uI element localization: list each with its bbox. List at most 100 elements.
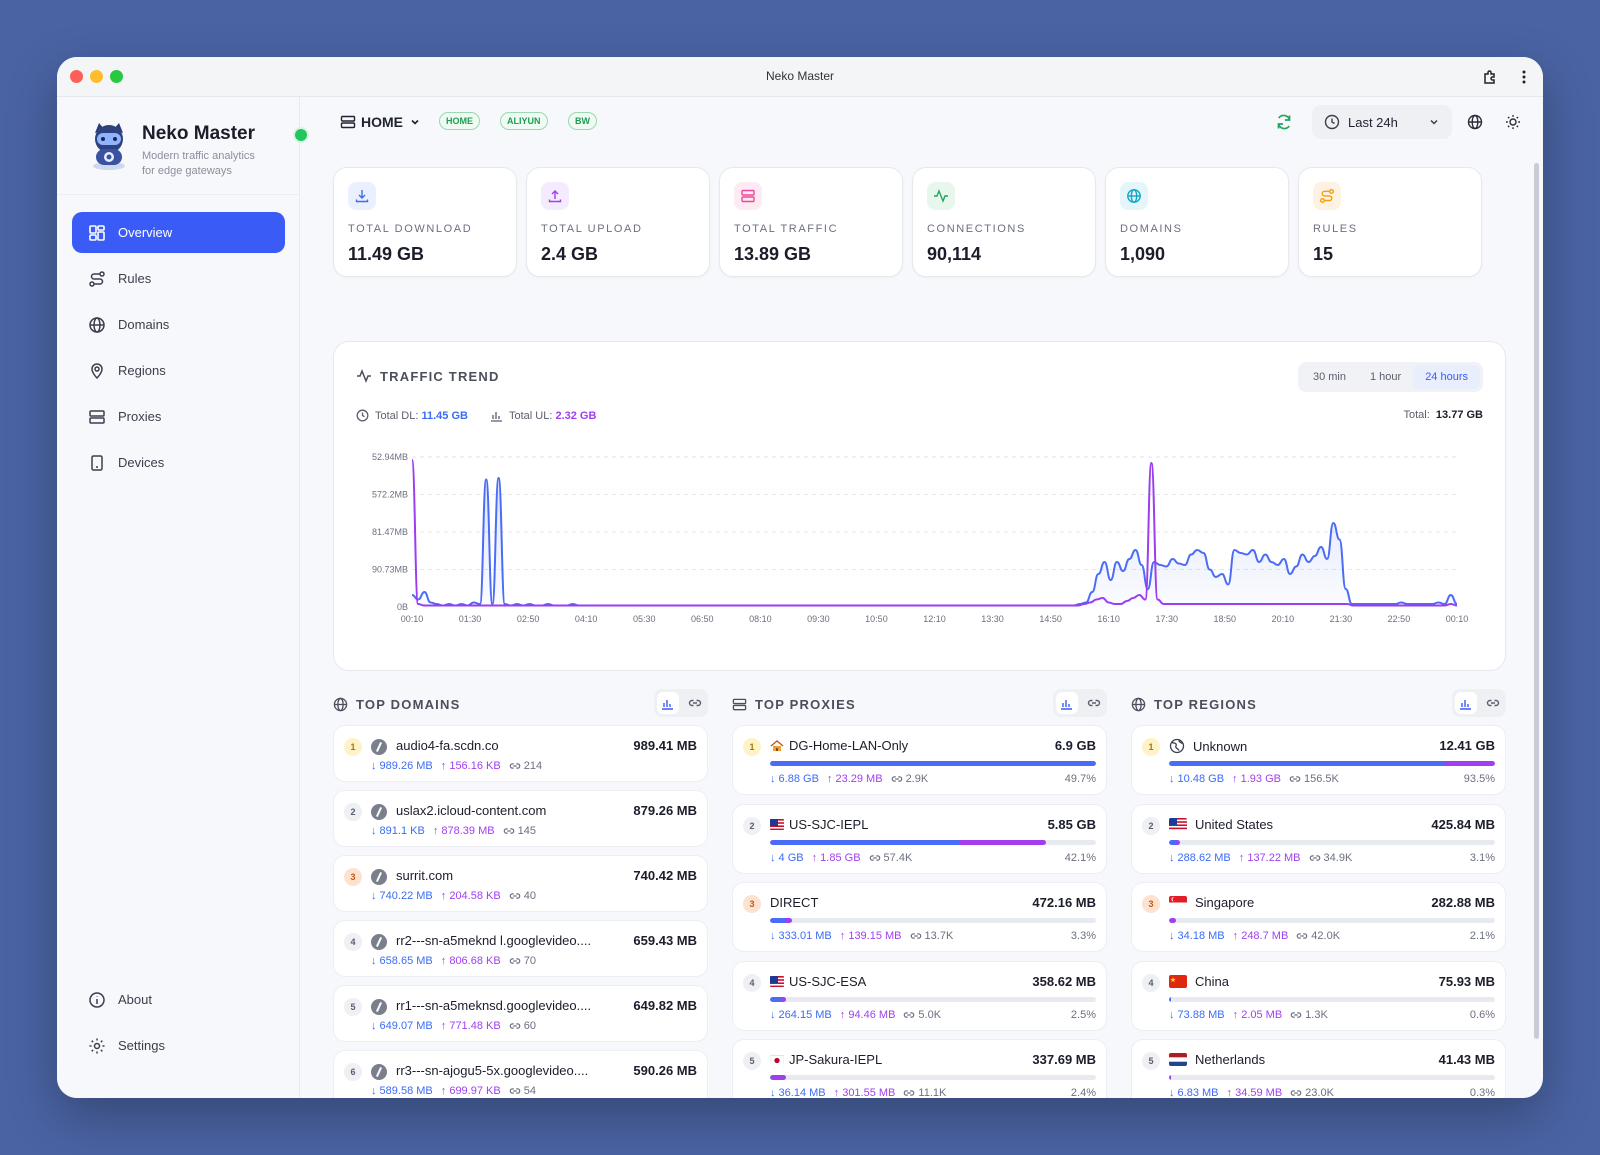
proxy-name-wrap: DG-Home-LAN-Only (770, 738, 995, 753)
range-24hours-button[interactable]: 24 hours (1413, 365, 1480, 389)
total-label: Total: (1403, 409, 1430, 421)
traffic-percent: 3.3% (1070, 930, 1096, 942)
domain-row[interactable]: 3 surrit.com 740.42 MB ↓ 740.22 MB ↑ 204.58 … (333, 855, 708, 912)
close-window-button[interactable] (70, 70, 83, 83)
top-regions-header: TOP REGIONS (1131, 689, 1506, 719)
x-tick-label: 17:30 (1155, 614, 1178, 624)
rank-badge: 4 (1142, 973, 1160, 992)
range-1hour-button[interactable]: 1 hour (1369, 371, 1402, 383)
proxy-name-wrap: US-SJC-ESA (770, 974, 995, 989)
connection-count-value: 70 (523, 955, 536, 967)
link-icon[interactable] (684, 692, 706, 714)
bar-chart-icon[interactable] (1055, 692, 1078, 714)
gateway-chip-aliyun[interactable]: ALIYUN (500, 112, 548, 130)
sidebar-item-overview[interactable]: Overview (72, 212, 285, 253)
proxy-row[interactable]: 3 DIRECT 472.16 MB ↓ 333.01 MB ↑ 139.15 MB 13… (732, 882, 1107, 952)
domain-row[interactable]: 1 audio4-fa.scdn.co 989.41 MB ↓ 989.26 MB ↑ … (333, 725, 708, 782)
domain-row[interactable]: 5 rr1---sn-a5meknsd.googlevideo.... 649.82… (333, 985, 708, 1042)
proxy-traffic: 6.9 GB (1054, 738, 1096, 753)
connection-count: 40 (509, 890, 536, 902)
minimize-window-button[interactable] (90, 70, 103, 83)
domain-traffic: 590.26 MB (633, 1063, 697, 1078)
row-meta: ↓ 288.62 MB ↑ 137.22 MB 34.9K (1169, 852, 1352, 864)
stat-label: CONNECTIONS (927, 223, 1026, 235)
sidebar-item-devices[interactable]: Devices (72, 442, 285, 483)
sidebar-item-regions[interactable]: Regions (72, 350, 285, 391)
rank-badge: 4 (344, 933, 362, 951)
sidebar-item-label: Overview (118, 225, 173, 240)
stat-label: RULES (1313, 223, 1358, 235)
domain-row[interactable]: 6 rr3---sn-ajogu5-5x.googlevideo.... 590.2… (333, 1050, 708, 1098)
upload-amount: ↑ 771.48 KB (440, 1020, 501, 1032)
sidebar-item-proxies[interactable]: Proxies (72, 396, 285, 437)
region-row[interactable]: 1 Unknown 12.41 GB ↓ 10.48 GB ↑ 1.93 GB 156.5… (1131, 725, 1506, 795)
sidebar-item-settings[interactable]: Settings (72, 1025, 285, 1066)
trend-range-segment: 30 min 1 hour 24 hours (1297, 362, 1483, 392)
bar-chart-icon[interactable] (1454, 692, 1477, 714)
range-30min-button[interactable]: 30 min (1312, 371, 1346, 383)
x-tick-label: 09:30 (807, 614, 830, 624)
region-row[interactable]: 4 China 75.93 MB ↓ 73.88 MB ↑ 2.05 MB 1.3K 0.6… (1131, 960, 1506, 1031)
extension-icon[interactable] (1479, 66, 1501, 88)
gateway-selector[interactable]: HOME (340, 111, 421, 133)
download-amount: ↓ 10.48 GB (1169, 773, 1225, 785)
refresh-icon[interactable] (1274, 112, 1294, 132)
traffic-trend-chart: 52.94MB 572.2MB 81.47MB 90.73MB 0B 00:10 01:30… (372, 452, 1469, 624)
domain-name: uslax2.icloud-content.com (396, 803, 547, 818)
domain-row[interactable]: 2 uslax2.icloud-content.com 879.26 MB ↓ 891… (333, 790, 708, 847)
netherlands-flag-icon (1169, 1053, 1187, 1066)
rank-badge: 6 (344, 1063, 362, 1081)
traffic-percent: 2.1% (1469, 930, 1495, 942)
proxy-row[interactable]: 2 US-SJC-IEPL 5.85 GB ↓ 4 GB ↑ 1.85 GB 57.4K 4… (732, 803, 1107, 874)
sidebar-item-about[interactable]: About (72, 979, 285, 1020)
proxy-row[interactable]: 5 JP-Sakura-IEPL 337.69 MB ↓ 36.14 MB ↑ 301.… (732, 1039, 1107, 1098)
proxy-name-wrap: JP-Sakura-IEPL (770, 1052, 995, 1067)
connection-count-value: 40 (523, 890, 536, 902)
zoom-window-button[interactable] (110, 70, 123, 83)
rank-badge: 2 (743, 816, 761, 835)
x-tick-label: 00:10 (1446, 614, 1469, 624)
proxy-name: DG-Home-LAN-Only (789, 738, 909, 753)
stat-label: TOTAL DOWNLOAD (348, 223, 473, 235)
language-globe-icon[interactable] (1465, 112, 1485, 132)
stat-label: TOTAL TRAFFIC (734, 223, 839, 235)
more-vertical-icon[interactable] (1513, 66, 1535, 88)
gateway-chip-home[interactable]: HOME (439, 112, 480, 130)
row-meta: ↓ 333.01 MB ↑ 139.15 MB 13.7K (770, 930, 953, 942)
favicon-icon (371, 869, 387, 885)
connection-count-value: 1.3K (1305, 1008, 1328, 1021)
favicon-icon (371, 1064, 387, 1080)
traffic-share-fill (770, 1075, 786, 1080)
sidebar-item-label: Regions (118, 363, 166, 378)
bar-chart-icon[interactable] (656, 692, 679, 714)
globe-icon (1120, 182, 1148, 210)
globe-icon (88, 316, 106, 334)
sidebar: Neko Master Modern traffic analytics for… (57, 97, 307, 1098)
gateway-chip-bw[interactable]: BW (568, 112, 597, 130)
domain-traffic: 740.42 MB (633, 868, 697, 883)
scrollbar[interactable] (1534, 163, 1539, 1039)
region-row[interactable]: 3 Singapore 282.88 MB ↓ 34.18 MB ↑ 248.7 MB 4… (1131, 882, 1506, 952)
proxy-row[interactable]: 4 US-SJC-ESA 358.62 MB ↓ 264.15 MB ↑ 94.46 M… (732, 960, 1107, 1031)
traffic-share-bar (1169, 996, 1495, 1002)
upload-amount: ↑ 204.58 KB (440, 890, 501, 902)
upload-series-line (411, 459, 1458, 607)
connection-count: 214 (509, 760, 542, 772)
server-icon (734, 182, 762, 210)
time-range-select[interactable]: Last 24h (1312, 105, 1452, 139)
upload-amount: ↑ 806.68 KB (440, 955, 501, 967)
sidebar-item-domains[interactable]: Domains (72, 304, 285, 345)
region-row[interactable]: 2 United States 425.84 MB ↓ 288.62 MB ↑ 137.… (1131, 803, 1506, 874)
favicon-icon (371, 999, 387, 1015)
region-row[interactable]: 5 Netherlands 41.43 MB ↓ 6.83 MB ↑ 34.59 MB 2… (1131, 1039, 1506, 1098)
server-icon (732, 698, 747, 711)
domain-row[interactable]: 4 rr2---sn-a5meknd l.googlevideo.... 659.4… (333, 920, 708, 977)
sidebar-item-rules[interactable]: Rules (72, 258, 285, 299)
link-icon[interactable] (1482, 692, 1504, 714)
theme-sun-icon[interactable] (1503, 112, 1523, 132)
link-icon[interactable] (1083, 692, 1105, 714)
proxy-row[interactable]: 1 DG-Home-LAN-Only 6.9 GB ↓ 6.88 GB ↑ 23.29 … (732, 725, 1107, 795)
logout-icon[interactable] (1540, 112, 1543, 132)
download-amount: ↓ 740.22 MB (371, 890, 433, 902)
neko-logo-icon (93, 123, 125, 170)
